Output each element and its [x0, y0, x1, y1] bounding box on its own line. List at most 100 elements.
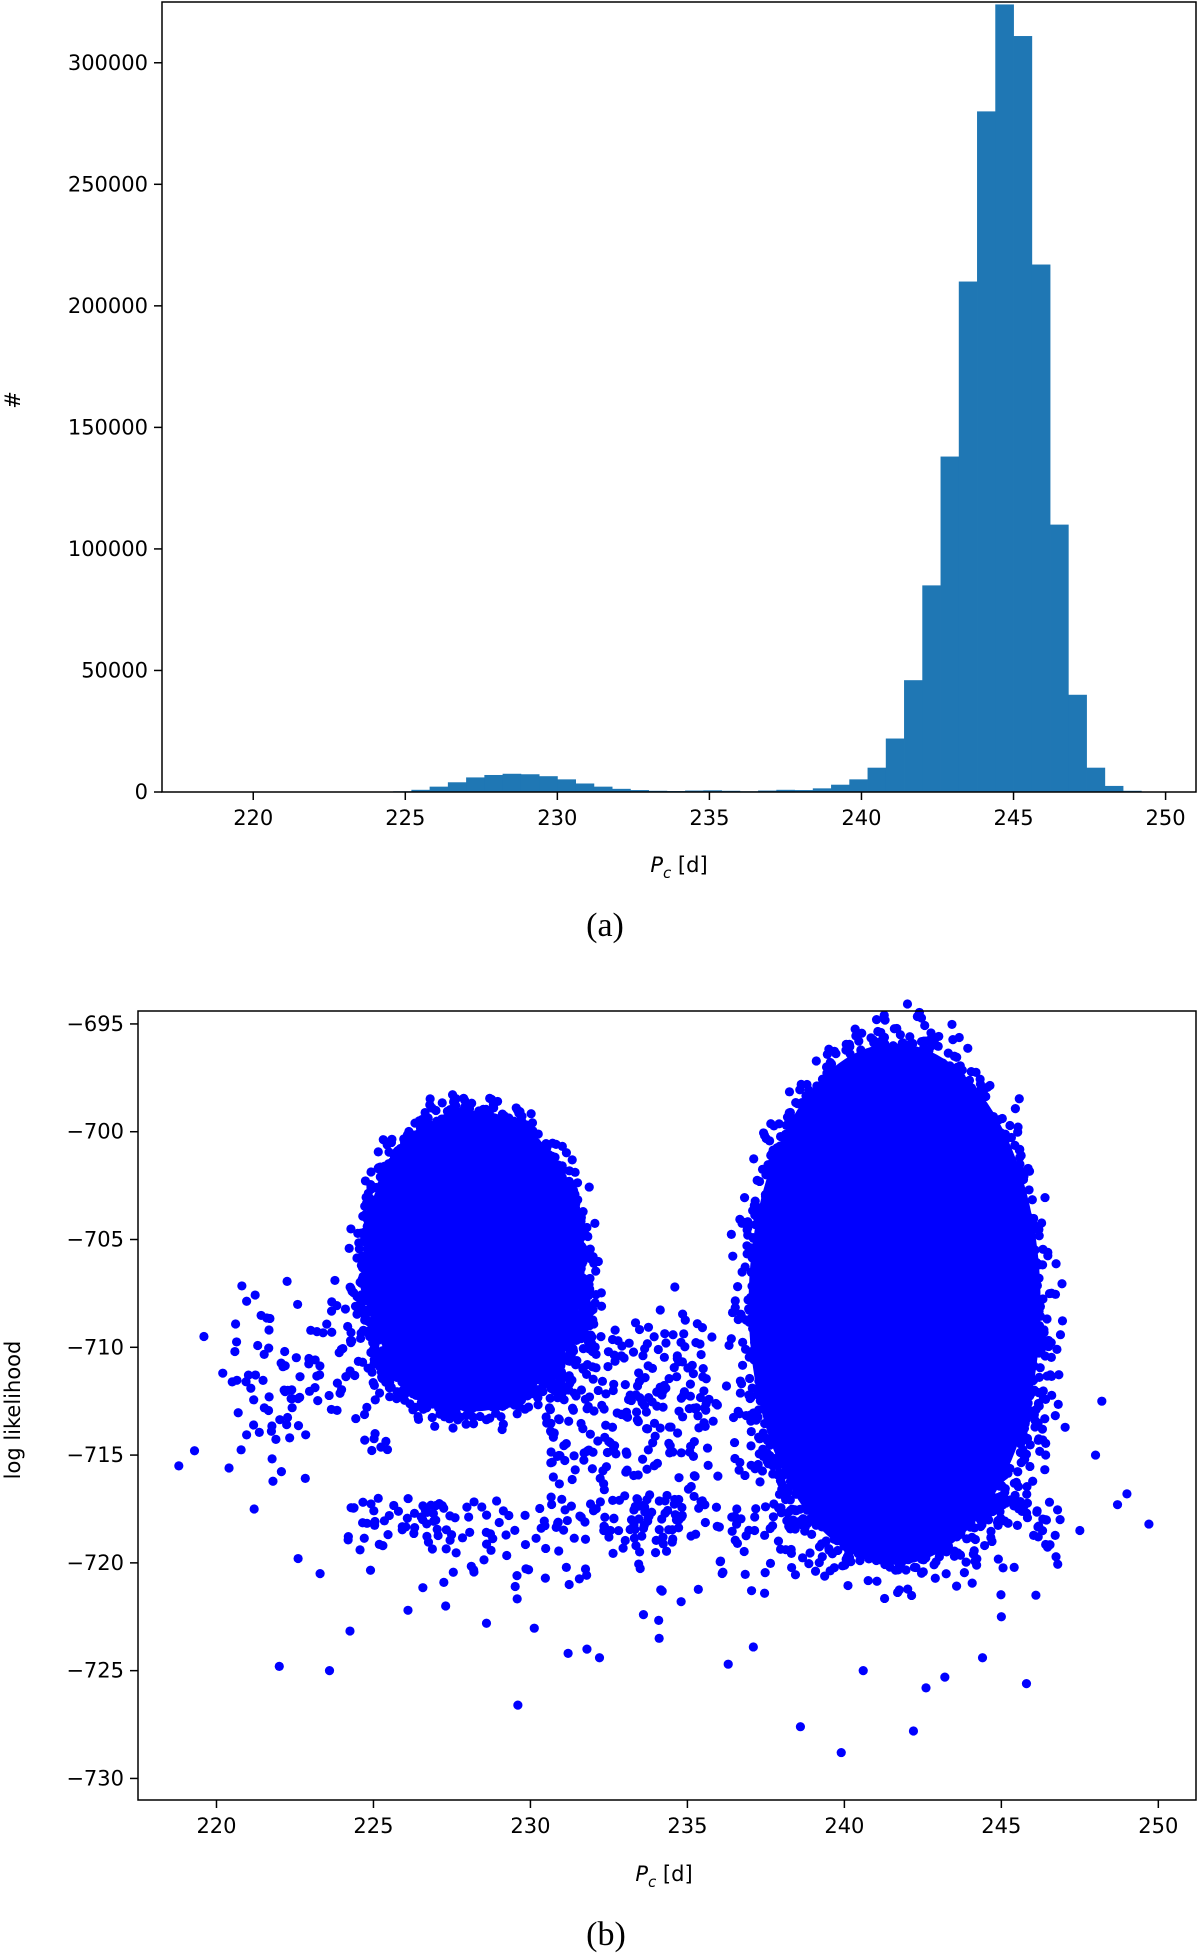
scatter-point: [1009, 1478, 1019, 1488]
scatter-point: [345, 1282, 355, 1292]
scatter-point: [293, 1553, 303, 1564]
scatter-point: [634, 1514, 644, 1524]
scatter-point: [541, 1412, 551, 1422]
scatter-point: [1040, 1414, 1050, 1424]
scatter-point: [373, 1163, 383, 1174]
scatter-point: [365, 1565, 376, 1575]
scatter-point: [952, 1062, 962, 1072]
scatter-point: [739, 1193, 750, 1203]
scatter-point: [754, 1376, 764, 1386]
x-tick-label: 250: [1146, 806, 1186, 830]
scatter-point: [640, 1373, 650, 1383]
scatter-point: [548, 1472, 558, 1482]
scatter-point: [761, 1133, 771, 1144]
scatter-point: [829, 1075, 839, 1086]
scatter-point: [660, 1329, 670, 1339]
scatter-point: [641, 1424, 652, 1434]
scatter-point: [669, 1363, 679, 1373]
scatter-point: [639, 1401, 650, 1411]
scatter-point: [735, 1388, 745, 1398]
scatter-point: [256, 1310, 266, 1321]
scatter-point: [1035, 1446, 1045, 1456]
scatter-point: [468, 1419, 479, 1429]
scatter-point: [730, 1296, 740, 1306]
scatter-point: [249, 1395, 259, 1405]
scatter-point: [752, 1260, 762, 1271]
scatter-point: [941, 1569, 951, 1579]
scatter-point: [1040, 1192, 1050, 1203]
scatter-point: [608, 1548, 618, 1558]
scatter-point: [578, 1306, 588, 1316]
scatter-point: [554, 1479, 564, 1489]
scatter-point: [559, 1395, 569, 1405]
scatter-point: [966, 1083, 977, 1093]
scatter-point: [748, 1642, 758, 1652]
scatter-point: [377, 1346, 387, 1356]
histogram-bar: [593, 786, 613, 792]
scatter-point: [465, 1527, 475, 1537]
scatter-point: [540, 1521, 550, 1531]
scatter-point: [790, 1114, 801, 1124]
scatter-point: [1021, 1449, 1032, 1459]
y-tick-label: −725: [66, 1659, 124, 1683]
scatter-point: [1030, 1314, 1041, 1324]
scatter-point: [1017, 1220, 1027, 1230]
scatter-point: [805, 1548, 815, 1558]
scatter-point: [817, 1074, 828, 1084]
scatter-point: [724, 1340, 734, 1350]
scatter-point: [383, 1530, 393, 1540]
scatter-point: [820, 1512, 830, 1523]
scatter-point: [340, 1304, 351, 1314]
scatter-point: [547, 1499, 557, 1510]
scatter-point: [558, 1165, 568, 1175]
scatter-point: [701, 1374, 711, 1384]
scatter-point: [638, 1610, 649, 1620]
scatter-point: [594, 1653, 605, 1663]
scatter-point: [759, 1234, 769, 1244]
scatter-point: [658, 1539, 668, 1549]
scatter-point: [872, 1048, 882, 1059]
scatter-point: [918, 1567, 928, 1577]
scatter-point: [569, 1451, 579, 1461]
scatter-point: [775, 1131, 786, 1142]
scatter-point: [689, 1437, 699, 1447]
scatter-point: [280, 1361, 290, 1371]
scatter-point: [619, 1353, 629, 1363]
scatter-point: [956, 1072, 966, 1082]
scatter-point: [1021, 1678, 1032, 1689]
scatter-point: [998, 1135, 1008, 1145]
x-tick-label: 245: [981, 1814, 1021, 1838]
scatter-point: [1018, 1174, 1029, 1185]
scatter-point: [666, 1422, 676, 1432]
scatter-point: [749, 1351, 759, 1361]
scatter-point: [1057, 1279, 1067, 1289]
scatter-point: [365, 1211, 375, 1221]
scatter-point: [1053, 1399, 1063, 1409]
scatter-point: [977, 1108, 987, 1118]
scatter-point: [836, 1747, 846, 1758]
scatter-point: [980, 1511, 990, 1521]
scatter-point: [367, 1259, 377, 1269]
scatter-point: [740, 1569, 750, 1579]
scatter-point: [961, 1091, 971, 1101]
scatter-point: [750, 1274, 760, 1284]
scatter-point: [578, 1364, 588, 1374]
scatter-point: [227, 1377, 237, 1387]
scatter-point: [545, 1393, 555, 1403]
scatter-point: [369, 1506, 379, 1516]
scatter-point: [364, 1198, 374, 1208]
scatter-point: [578, 1424, 588, 1434]
scatter-point: [469, 1497, 479, 1507]
scatter-point: [464, 1103, 475, 1114]
scatter-point: [812, 1081, 822, 1091]
scatter-point: [1023, 1211, 1033, 1222]
scatter-point: [733, 1282, 743, 1292]
y-tick-label: −720: [66, 1551, 124, 1575]
scatter-point: [851, 1031, 861, 1041]
scatter-point: [635, 1563, 645, 1574]
scatter-point: [366, 1183, 376, 1193]
scatter-point: [557, 1494, 567, 1504]
scatter-point: [373, 1493, 383, 1503]
scatter-point: [986, 1526, 996, 1536]
scatter-point: [765, 1440, 775, 1450]
